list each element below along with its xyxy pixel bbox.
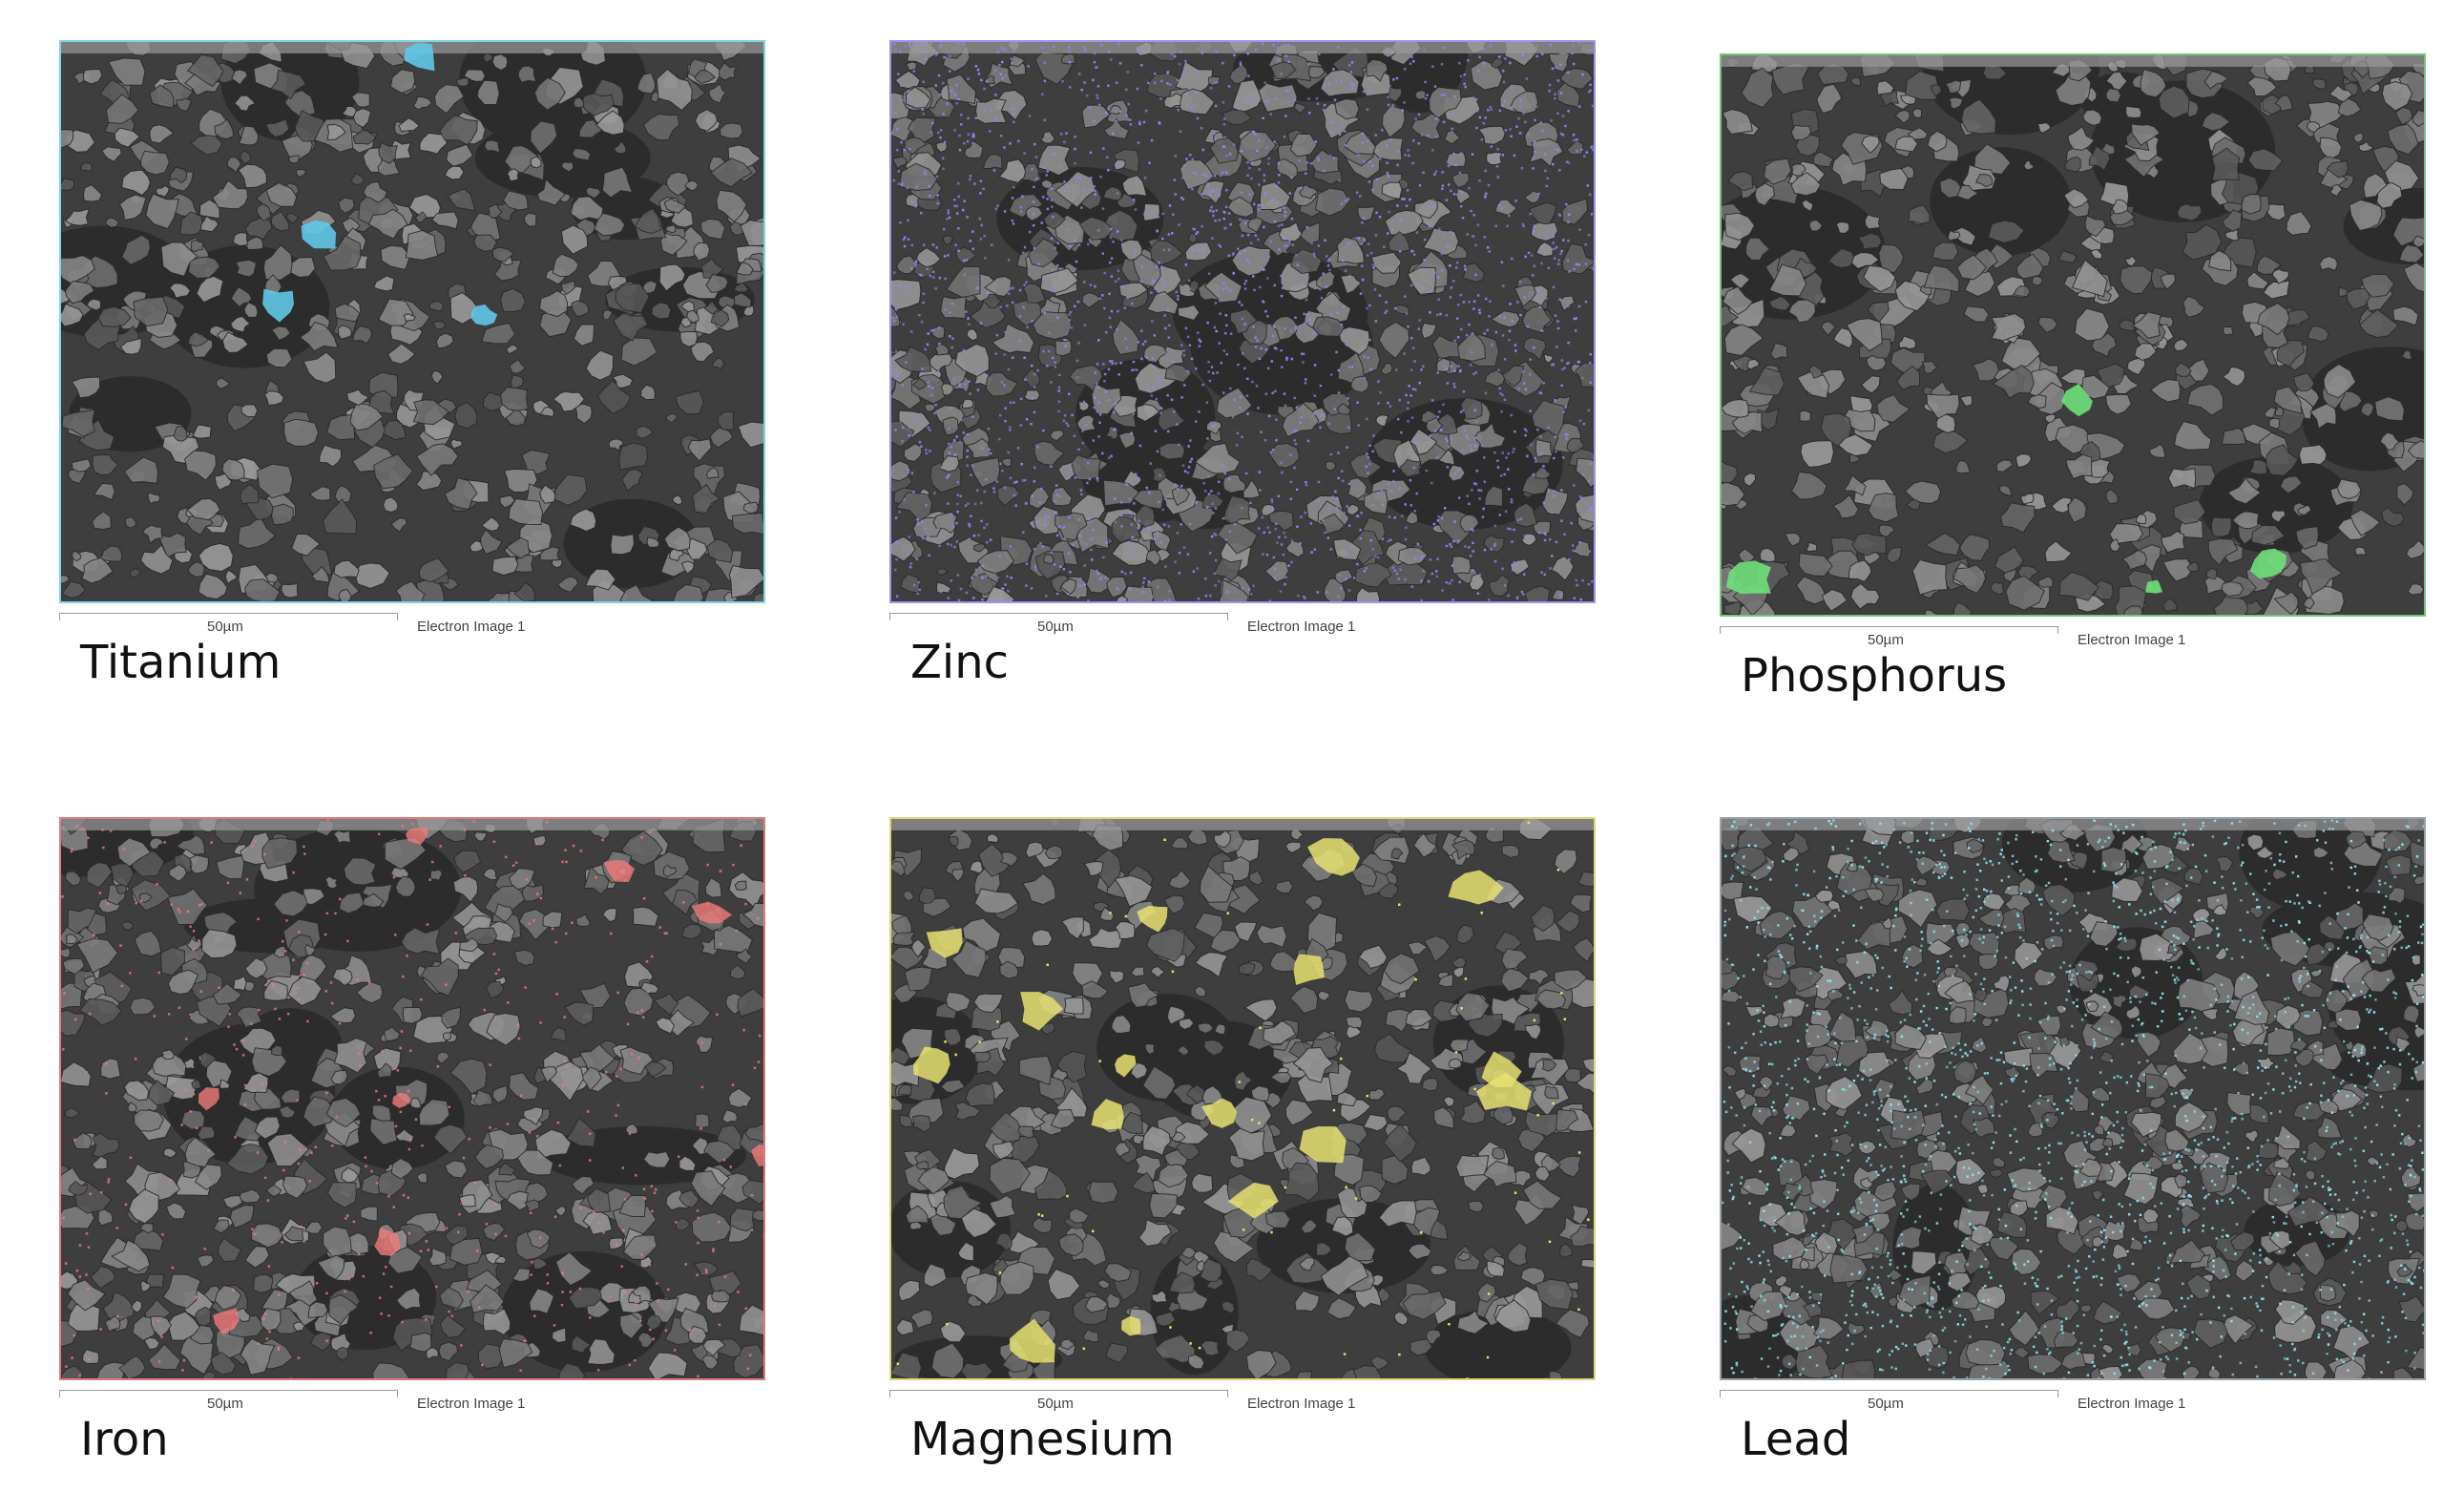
scale-bar [1720,1390,2058,1397]
scale-label: 50µm [1868,632,1904,648]
sem-micrograph [61,819,763,1378]
panel-titanium: 50µm Electron Image 1 Titanium [59,40,765,685]
scale-row: 50µm Electron Image 1 [889,609,1596,635]
element-label-lead: Lead [1741,1413,1851,1466]
sem-micrograph [1722,55,2424,615]
scale-row: 50µm Electron Image 1 [59,609,765,635]
panel-lead: 50µm Electron Image 1 Lead [1720,817,2426,1462]
element-overlay [61,819,763,1378]
sem-micrograph [891,819,1594,1378]
element-overlay [1725,383,2287,595]
electron-image-label: Electron Image 1 [2078,1396,2186,1412]
scale-bar [1720,626,2058,634]
scale-row: 50µm Electron Image 1 [1720,1386,2426,1412]
scale-bar [59,1390,398,1397]
electron-image-label: Electron Image 1 [417,619,526,635]
scale-label: 50µm [1868,1396,1904,1412]
element-overlay [896,821,1590,1378]
scale-row: 50µm Electron Image 1 [59,1386,765,1412]
panel-zinc: 50µm Electron Image 1 Zinc [889,40,1596,685]
scale-row: 50µm Electron Image 1 [889,1386,1596,1412]
element-map-magnesium [889,817,1596,1380]
electron-image-label: Electron Image 1 [417,1396,526,1412]
element-map-titanium [59,40,765,603]
element-map-phosphorus [1720,53,2426,617]
scale-label: 50µm [1037,1396,1074,1412]
scale-bar [59,613,398,620]
electron-image-label: Electron Image 1 [1247,619,1356,635]
electron-image-label: Electron Image 1 [2078,632,2186,648]
scale-bar [889,1390,1228,1397]
element-map-iron [59,817,765,1380]
element-map-lead [1720,817,2426,1380]
scale-bar [889,613,1228,620]
electron-image-label: Electron Image 1 [1247,1396,1356,1412]
scale-label: 50µm [207,619,243,635]
scale-label: 50µm [207,1396,243,1412]
sem-micrograph [61,42,763,601]
element-label-zinc: Zinc [910,636,1010,689]
element-label-iron: Iron [80,1413,169,1466]
panel-phosphorus: 50µm Electron Image 1 Phosphorus [1720,53,2426,699]
scale-row: 50µm Electron Image 1 [1720,622,2426,648]
sem-micrograph [891,42,1594,601]
panel-iron: 50µm Electron Image 1 Iron [59,817,765,1462]
element-overlay [1722,819,2424,1378]
element-label-phosphorus: Phosphorus [1741,649,2008,703]
element-overlay [262,43,498,326]
scale-label: 50µm [1037,619,1074,635]
sem-micrograph [1722,819,2424,1378]
element-label-titanium: Titanium [80,636,282,689]
element-label-magnesium: Magnesium [910,1413,1175,1466]
element-overlay [891,42,1594,601]
panel-magnesium: 50µm Electron Image 1 Magnesium [889,817,1596,1462]
element-map-zinc [889,40,1596,603]
